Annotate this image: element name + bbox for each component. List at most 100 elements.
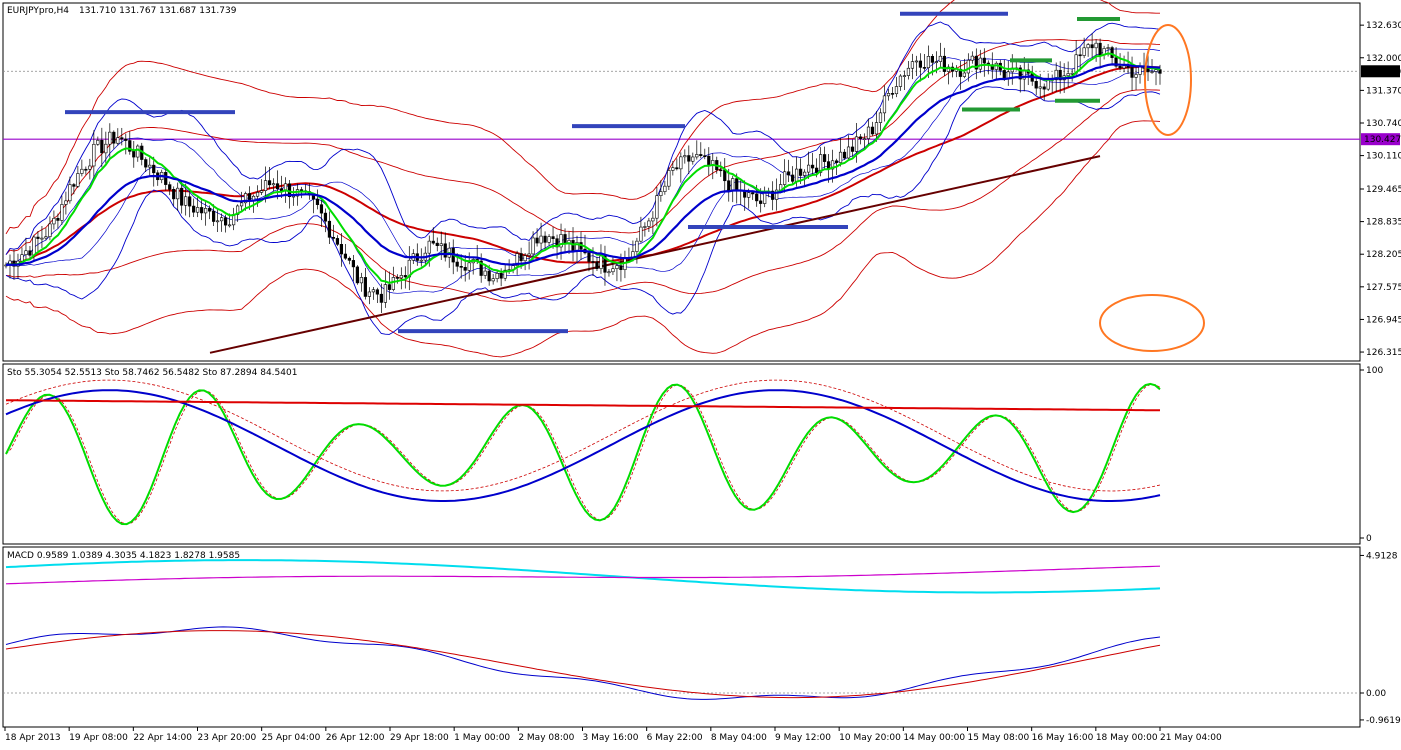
candle-body[interactable] <box>176 187 180 200</box>
candle-body[interactable] <box>735 178 739 191</box>
highlight-ellipse-lower[interactable] <box>1099 294 1205 352</box>
candle-body[interactable] <box>335 238 340 245</box>
candle-body[interactable] <box>116 137 120 144</box>
candle-body[interactable] <box>1098 42 1102 56</box>
candle-body[interactable] <box>495 273 499 279</box>
candle-body[interactable] <box>830 160 835 170</box>
candle-body[interactable] <box>1094 42 1098 49</box>
candle-body[interactable] <box>667 170 671 187</box>
candle-body[interactable] <box>375 289 379 295</box>
candle-body[interactable] <box>539 235 543 244</box>
candle-body[interactable] <box>208 208 212 212</box>
candle-body[interactable] <box>84 168 88 171</box>
candle-body[interactable] <box>886 93 891 97</box>
candle-body[interactable] <box>930 56 934 63</box>
candle-body[interactable] <box>299 189 304 192</box>
candle-body[interactable] <box>40 237 44 240</box>
candle-body[interactable] <box>56 218 60 221</box>
candle-body[interactable] <box>379 293 383 303</box>
candle-body[interactable] <box>1002 70 1006 79</box>
candle-body[interactable] <box>643 226 647 228</box>
candle-body[interactable] <box>459 265 463 268</box>
candle-body[interactable] <box>124 138 128 141</box>
candle-body[interactable] <box>463 267 467 271</box>
candle-body[interactable] <box>850 146 855 152</box>
candle-body[interactable] <box>60 204 64 221</box>
candle-body[interactable] <box>431 240 435 244</box>
candle-body[interactable] <box>68 184 72 202</box>
blue-band-inner-lower[interactable] <box>6 70 1161 294</box>
candle-body[interactable] <box>483 270 487 276</box>
candle-body[interactable] <box>894 86 899 95</box>
candle-body[interactable] <box>347 257 352 261</box>
candle-body[interactable] <box>727 180 731 192</box>
candle-body[interactable] <box>651 217 655 222</box>
candle-body[interactable] <box>934 61 938 63</box>
candle-body[interactable] <box>519 253 523 262</box>
candle-body[interactable] <box>547 236 551 243</box>
candle-body[interactable] <box>343 253 348 259</box>
candle-body[interactable] <box>603 255 607 273</box>
candle-body[interactable] <box>243 193 248 204</box>
candle-body[interactable] <box>771 190 775 200</box>
candle-body[interactable] <box>1046 79 1050 90</box>
candle-body[interactable] <box>882 95 887 114</box>
candle-body[interactable] <box>551 236 555 239</box>
candle-body[interactable] <box>523 255 527 262</box>
candle-body[interactable] <box>878 112 883 123</box>
candle-body[interactable] <box>331 237 336 239</box>
candle-body[interactable] <box>1154 69 1158 72</box>
candle-body[interactable] <box>814 167 819 173</box>
candle-body[interactable] <box>455 261 459 267</box>
stoch-slow-signal[interactable] <box>5 379 1161 492</box>
macd-long-signal[interactable] <box>5 565 1161 585</box>
candle-body[interactable] <box>132 151 136 158</box>
price-pane-frame[interactable] <box>2 2 1361 362</box>
candle-body[interactable] <box>1034 81 1038 89</box>
candle-body[interactable] <box>1042 86 1046 90</box>
ema-fast-line[interactable] <box>5 52 1161 284</box>
candle-body[interactable] <box>351 260 355 268</box>
candle-body[interactable] <box>427 240 431 254</box>
candle-body[interactable] <box>535 237 539 244</box>
candle-body[interactable] <box>922 67 927 69</box>
candle-body[interactable] <box>858 136 863 139</box>
candle-body[interactable] <box>1146 68 1150 73</box>
candle-body[interactable] <box>811 164 815 169</box>
candle-body[interactable] <box>659 191 663 196</box>
candle-body[interactable] <box>751 192 755 195</box>
candle-body[interactable] <box>259 190 264 193</box>
highlight-ellipse-upper[interactable] <box>1144 24 1192 136</box>
candle-body[interactable] <box>862 138 867 140</box>
ema-slow-line[interactable] <box>5 63 1161 267</box>
blue-band-upper[interactable] <box>5 21 1161 255</box>
candle-body[interactable] <box>759 200 763 204</box>
candle-body[interactable] <box>52 218 56 225</box>
candle-body[interactable] <box>890 93 895 95</box>
candle-body[interactable] <box>419 259 423 262</box>
candle-body[interactable] <box>76 173 80 187</box>
candle-body[interactable] <box>228 224 232 227</box>
candle-body[interactable] <box>100 139 104 154</box>
candle-body[interactable] <box>359 277 363 284</box>
candle-body[interactable] <box>164 172 168 185</box>
candle-body[interactable] <box>942 55 946 72</box>
red-band-outer-upper[interactable] <box>5 0 1160 235</box>
candle-body[interactable] <box>914 60 919 63</box>
candle-body[interactable] <box>683 155 687 158</box>
candle-body[interactable] <box>970 55 974 61</box>
candle-body[interactable] <box>1038 86 1042 89</box>
candle-body[interactable] <box>595 261 599 269</box>
stoch-fast-line[interactable] <box>5 382 1161 526</box>
candle-body[interactable] <box>563 234 567 244</box>
candle-body[interactable] <box>323 212 328 222</box>
candle-body[interactable] <box>319 204 324 214</box>
candle-body[interactable] <box>36 236 40 239</box>
candle-body[interactable] <box>315 198 320 205</box>
candle-body[interactable] <box>96 139 100 145</box>
candle-body[interactable] <box>1110 47 1114 58</box>
candle-body[interactable] <box>180 187 184 206</box>
candle-body[interactable] <box>64 200 68 205</box>
candle-body[interactable] <box>148 164 152 168</box>
candle-body[interactable] <box>152 164 156 174</box>
